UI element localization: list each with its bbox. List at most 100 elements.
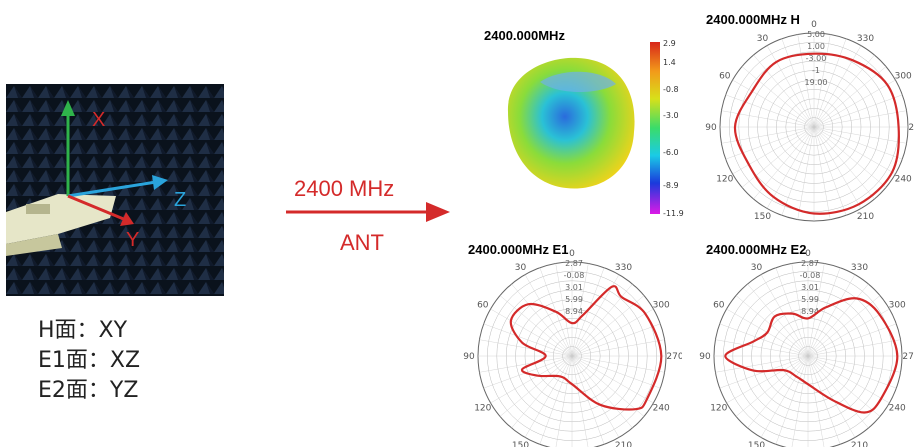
polar-spoke bbox=[813, 126, 896, 175]
polar-spoke bbox=[807, 323, 897, 357]
polar-ring-label: -1 bbox=[812, 66, 820, 75]
polar-angle-label: 300 bbox=[653, 301, 670, 311]
polar-angle-label: 150 bbox=[748, 441, 765, 447]
polar-spoke bbox=[807, 355, 825, 447]
polar-spoke bbox=[715, 355, 809, 373]
polar-spoke bbox=[813, 94, 903, 128]
plane-legend: H面：XY E1面：XZ E2面：YZ bbox=[38, 316, 140, 406]
polar-ring-label: 3.01 bbox=[801, 283, 819, 292]
polar-pattern-trace bbox=[509, 285, 663, 411]
polar-spoke bbox=[499, 295, 573, 357]
polar-spoke bbox=[571, 355, 665, 373]
polar-ring-label: -3.00 bbox=[806, 54, 827, 63]
plane-e2-label: E2面：YZ bbox=[38, 378, 139, 403]
polar-angle-label: 0 bbox=[805, 249, 811, 259]
polar-spoke bbox=[747, 355, 809, 429]
polar-ring-label: 5.00 bbox=[807, 30, 825, 39]
polar-angle-label: 150 bbox=[512, 441, 529, 447]
polar-angle-label: 240 bbox=[889, 404, 906, 414]
polar-spoke bbox=[479, 339, 573, 357]
polar-spoke bbox=[807, 263, 825, 357]
polar-spoke bbox=[797, 34, 815, 128]
polar-spoke bbox=[813, 126, 831, 220]
colorbar-tick: 2.9 bbox=[663, 39, 676, 48]
polar-ring-label: 3.01 bbox=[565, 283, 583, 292]
polar-spoke bbox=[807, 274, 856, 357]
polar-angle-label: 0 bbox=[811, 20, 817, 30]
polar-ring-label: -0.08 bbox=[800, 271, 821, 280]
pattern-3d-title: 2400.000MHz bbox=[484, 28, 565, 43]
colorbar-tick: 1.4 bbox=[663, 58, 676, 67]
colorbar-ticks: 2.9 1.4 -0.8 -3.0 -6.0 -8.9 -11.9 bbox=[663, 39, 684, 218]
polar-spoke bbox=[807, 339, 901, 357]
polar-spoke bbox=[725, 126, 815, 160]
polar-title: 2400.000MHz H bbox=[706, 12, 800, 27]
polar-spoke bbox=[813, 126, 862, 209]
polar-spoke bbox=[524, 274, 573, 357]
polar-spoke bbox=[499, 355, 573, 417]
polar-spoke bbox=[726, 355, 809, 404]
polar-spoke bbox=[571, 323, 661, 357]
polar-pattern-trace bbox=[724, 297, 899, 414]
polar-spoke bbox=[766, 126, 815, 209]
colorbar-tick: -11.9 bbox=[663, 209, 684, 218]
polar-spoke bbox=[807, 355, 901, 373]
polar-angle-label: 300 bbox=[895, 72, 912, 82]
polar-ring-label: 19.00 bbox=[805, 78, 828, 87]
polar-spoke bbox=[524, 355, 573, 438]
polar-ring-label: 2.87 bbox=[565, 259, 583, 268]
polar-angle-label: 60 bbox=[719, 72, 731, 82]
polar-spoke bbox=[807, 355, 856, 438]
frequency-arrow: 2400 MHz ANT bbox=[286, 176, 450, 255]
polar-ring-label: 5.99 bbox=[565, 295, 583, 304]
colorbar bbox=[650, 42, 660, 214]
polar-spoke bbox=[807, 295, 881, 357]
polar-angle-label: 330 bbox=[857, 34, 874, 44]
polar-angle-label: 0 bbox=[569, 249, 575, 259]
polar-angle-label: 270 bbox=[908, 123, 914, 133]
colorbar-tick: -3.0 bbox=[663, 111, 679, 120]
polar-spoke bbox=[807, 283, 869, 357]
polar-spoke bbox=[571, 295, 645, 357]
polar-spoke bbox=[483, 323, 573, 357]
polar-angle-label: 120 bbox=[716, 175, 733, 185]
polar-angle-label: 120 bbox=[710, 404, 727, 414]
polar-spoke bbox=[571, 355, 620, 438]
polar-spoke bbox=[807, 308, 890, 357]
polar-spoke bbox=[735, 355, 809, 417]
polar-spoke bbox=[571, 355, 661, 389]
polar-ring-label: -0.08 bbox=[564, 271, 585, 280]
polar-angle-label: 240 bbox=[895, 175, 912, 185]
polar-spoke bbox=[511, 355, 573, 429]
colorbar-tick: -8.9 bbox=[663, 181, 679, 190]
polar-spoke bbox=[571, 355, 633, 429]
z-axis-label: Z bbox=[174, 189, 186, 211]
polar-spoke bbox=[797, 126, 815, 220]
polar-angle-label: 30 bbox=[751, 263, 763, 273]
pattern-3d: 2400.000MHz 2.9 1.4 -0.8 -3.0 -6.0 -8.9 … bbox=[484, 28, 684, 218]
polar-spoke bbox=[741, 126, 815, 188]
polar-spoke bbox=[813, 126, 875, 200]
polar-spoke bbox=[747, 283, 809, 357]
polar-spoke bbox=[807, 355, 881, 417]
polar-spoke bbox=[571, 308, 654, 357]
polar-spoke bbox=[753, 54, 815, 128]
arrow-ant-label: ANT bbox=[340, 230, 384, 255]
polar-spoke bbox=[571, 355, 645, 417]
polar-angle-label: 150 bbox=[754, 212, 771, 222]
colorbar-tick: -0.8 bbox=[663, 85, 679, 94]
polar-spoke bbox=[555, 355, 573, 447]
polar-spoke bbox=[571, 355, 654, 404]
polar-pattern-trace bbox=[733, 52, 900, 215]
polar-angle-label: 210 bbox=[857, 212, 874, 222]
arrow-head bbox=[426, 202, 450, 222]
polar-spoke bbox=[813, 34, 831, 128]
polar-angle-label: 90 bbox=[705, 123, 717, 133]
antenna-board bbox=[6, 194, 116, 256]
chamber-photo: X Z Y bbox=[6, 84, 224, 296]
polar-spoke bbox=[766, 45, 815, 128]
polar-spoke bbox=[813, 45, 862, 128]
polar-spoke bbox=[807, 355, 869, 429]
polar-spoke bbox=[571, 355, 589, 447]
polar-spoke bbox=[775, 355, 809, 445]
